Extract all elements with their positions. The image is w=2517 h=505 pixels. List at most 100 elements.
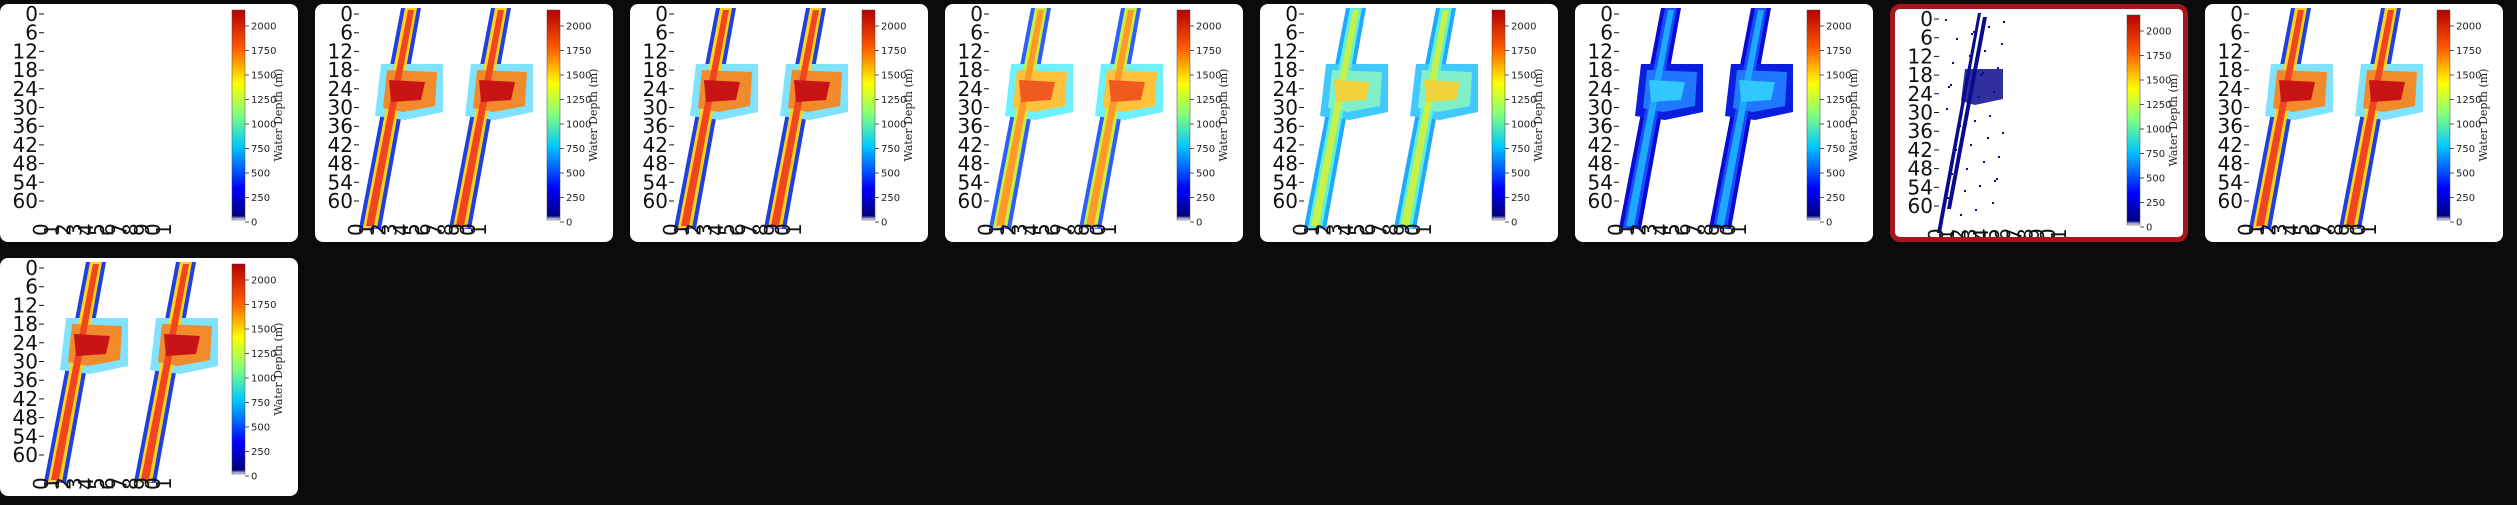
x-tick-label: 4 (1334, 223, 1358, 236)
colorbar-label: Water Depth (m) (1217, 69, 1230, 162)
depth-speckle (2003, 21, 2005, 23)
depth-lobe (1619, 8, 1703, 229)
colorbar-label: Water Depth (m) (1847, 69, 1860, 162)
depth-region-core (164, 334, 200, 356)
depth-map-plot: 0612182430364248546001234567890120001750… (328, 4, 600, 236)
x-tick-label: 1 (985, 223, 1009, 236)
depth-speckle (1966, 168, 1968, 170)
y-tick-label: 54 (1908, 175, 1933, 199)
y-tick-label: 42 (958, 133, 983, 157)
colorbar-tick-label: 750 (2146, 149, 2165, 160)
colorbar-tick-label: 1750 (1826, 46, 1851, 57)
depth-region-inner (1716, 10, 1764, 226)
x-tick-label: 9 (1390, 223, 1414, 236)
thumbnail-card-selected[interactable]: 0 6 12 18 24 30 36 42 48 54 60 0 1 2 3 4 5 6 7 8 9 0 1 2000 1750… (1890, 4, 2188, 242)
x-tick-label: 6 (411, 223, 435, 236)
y-tick-label: 60 (643, 189, 668, 213)
colorbar-tick-label: 250 (566, 193, 585, 204)
depth-speckle (1993, 91, 1995, 93)
colorbar-tick-label: 2000 (881, 22, 906, 33)
x-tick-label: 5 (715, 223, 739, 236)
x-tick-label: 3 (63, 223, 87, 236)
thumbnail-card[interactable]: 0 6 12 18 24 30 36 42 48 54 60 0 1 2 3 4 5 6 7 8 9 0 1 2000 1750… (630, 4, 928, 242)
depth-speckle (1947, 197, 1949, 199)
colorbar-tick-label: 0 (251, 218, 257, 229)
thumbnail-card[interactable]: 0 6 12 18 24 30 36 42 48 54 60 0 1 2 3 4 5 6 7 8 9 0 1 2000 1750… (0, 258, 298, 496)
x-tick-label: 1 (670, 223, 694, 236)
y-tick-label: 54 (328, 170, 353, 194)
x-tick-label: 8 (2014, 228, 2038, 241)
thumbnail-card[interactable]: 0 6 12 18 24 30 36 42 48 54 60 0 1 2 3 4 5 6 7 8 9 0 1 2000 1750… (1575, 4, 1873, 242)
depth-region-core (389, 80, 425, 102)
colorbar-tick-label: 1250 (2456, 95, 2481, 106)
x-tick-label: 8 (119, 477, 143, 490)
y-tick-label: 48 (13, 406, 38, 430)
x-tick-label: 4 (1019, 223, 1043, 236)
y-tick-label: 42 (13, 387, 38, 411)
y-tick-label: 60 (2218, 189, 2243, 213)
x-tick-label: 0 (659, 223, 683, 236)
depth-lobe (134, 262, 218, 483)
colorbar-tick-label: 0 (2146, 223, 2152, 234)
x-tick-label: 6 (2301, 223, 2325, 236)
colorbar-tick-label: 1000 (1511, 120, 1536, 131)
x-tick-label: 4 (74, 477, 98, 490)
y-tick-label: 18 (958, 58, 983, 82)
depth-speckle (1982, 72, 1984, 74)
y-tick-label: 18 (1273, 58, 1298, 82)
x-tick-label: 0 (29, 477, 53, 490)
y-tick-label: 30 (1908, 101, 1933, 125)
x-tick-label: 1 (152, 223, 176, 236)
depth-speckle (1984, 50, 1986, 52)
colorbar-tick-label: 0 (2456, 218, 2462, 229)
depth-speckle (1987, 137, 1989, 139)
depth-region-core (1739, 80, 1775, 102)
y-tick-label: 60 (13, 189, 38, 213)
x-tick-label: 1 (1300, 223, 1324, 236)
x-tick-label: 2 (51, 477, 75, 490)
depth-speckle (1997, 67, 1999, 69)
y-tick-label: 0 (655, 4, 668, 26)
colorbar-tick-label: 1750 (2456, 46, 2481, 57)
y-tick-label: 12 (643, 39, 668, 63)
depth-region-inner (2256, 10, 2304, 226)
x-tick-label: 0 (141, 477, 165, 490)
colorbar-tick-label: 1250 (251, 95, 276, 106)
depth-region-core (1424, 80, 1460, 102)
depth-speckle (1951, 173, 1953, 175)
colorbar-tick-label: 1750 (251, 300, 276, 311)
colorbar-tick-label: 2000 (1196, 22, 1221, 33)
colorbar-tick-label: 0 (1511, 218, 1517, 229)
colorbar-tick-label: 1750 (251, 46, 276, 57)
colorbar-tick-label: 1250 (566, 95, 591, 106)
x-tick-label: 2 (2256, 223, 2280, 236)
thumbnail-card[interactable]: 0 6 12 18 24 30 36 42 48 54 60 0 1 2 3 4 5 6 7 8 9 0 1 2000 1750… (2205, 4, 2503, 242)
depth-lobe (1079, 8, 1163, 229)
depth-speckle (1957, 127, 1959, 129)
colorbar-tick-label: 0 (566, 218, 572, 229)
thumbnail-card[interactable]: 0 6 12 18 24 30 36 42 48 54 60 0 1 2 3 4 5 6 7 8 9 0 1 2000 1750… (945, 4, 1243, 242)
x-tick-label: 9 (130, 477, 154, 490)
colorbar-tick-label: 1500 (1826, 71, 1851, 82)
depth-speckle (1969, 55, 1971, 57)
depth-region-mid (1947, 17, 1987, 209)
y-tick-label: 36 (13, 114, 38, 138)
x-tick-label: 5 (2290, 223, 2314, 236)
y-tick-label: 0 (1920, 9, 1933, 31)
depth-region-core (794, 80, 830, 102)
thumbnail-card[interactable]: 0 6 12 18 24 30 36 42 48 54 60 0 1 2 3 4 5 6 7 8 9 0 1 2000 1750… (1260, 4, 1558, 242)
colorbar-tick-label: 750 (1511, 144, 1530, 155)
y-tick-label: 42 (328, 133, 353, 157)
x-tick-label: 2 (1626, 223, 1650, 236)
thumbnail-card[interactable]: 0 6 12 18 24 30 36 42 48 54 60 0 1 2 3 4 5 6 7 8 9 0 1 2000 1750… (315, 4, 613, 242)
colorbar-tick-label: 1750 (2146, 51, 2171, 62)
depth-lobe (44, 262, 128, 483)
colorbar-tick-label: 250 (881, 193, 900, 204)
y-tick-label: 6 (655, 21, 668, 45)
depth-region-inner (1401, 10, 1449, 226)
depth-lobe (1304, 8, 1388, 229)
y-tick-label: 42 (1588, 133, 1613, 157)
x-tick-label: 1 (40, 223, 64, 236)
x-tick-label: 1 (782, 223, 806, 236)
thumbnail-card[interactable]: 0 6 12 18 24 30 36 42 48 54 60 0 1 2 3 4 5 6 7 8 9 0 1 2000 1750… (0, 4, 298, 242)
